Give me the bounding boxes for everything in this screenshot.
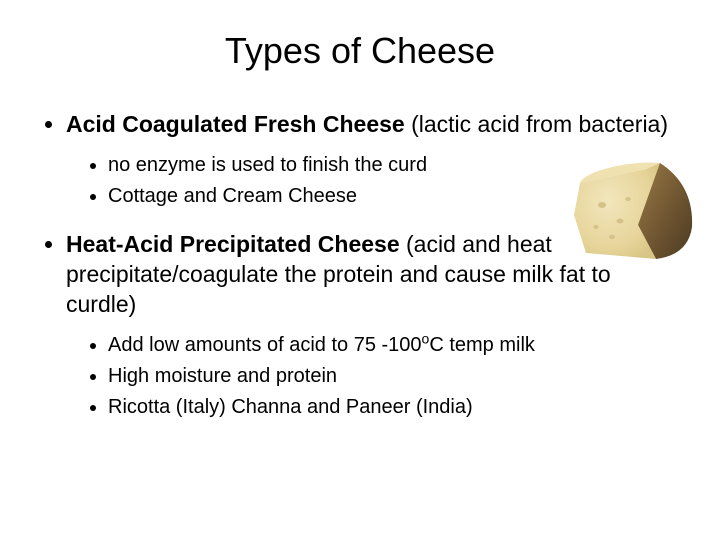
bullet-1-heading-bold: Acid Coagulated Fresh Cheese [66,111,405,137]
bullet-2-sub-1: Add low amounts of acid to 75 -100oC tem… [108,330,680,361]
bullet-2-sub-3: Ricotta (Italy) Channa and Paneer (India… [108,392,680,423]
cheese-wedge-image [568,155,698,265]
slide-title: Types of Cheese [40,30,680,72]
bullet-2-heading-bold: Heat-Acid Precipitated Cheese [66,231,400,257]
bullet-2-sub-2: High moisture and protein [108,361,680,392]
bullet-2-sublist: Add low amounts of acid to 75 -100oC tem… [66,330,680,423]
bullet-1-heading-rest: (lactic acid from bacteria) [405,111,668,137]
